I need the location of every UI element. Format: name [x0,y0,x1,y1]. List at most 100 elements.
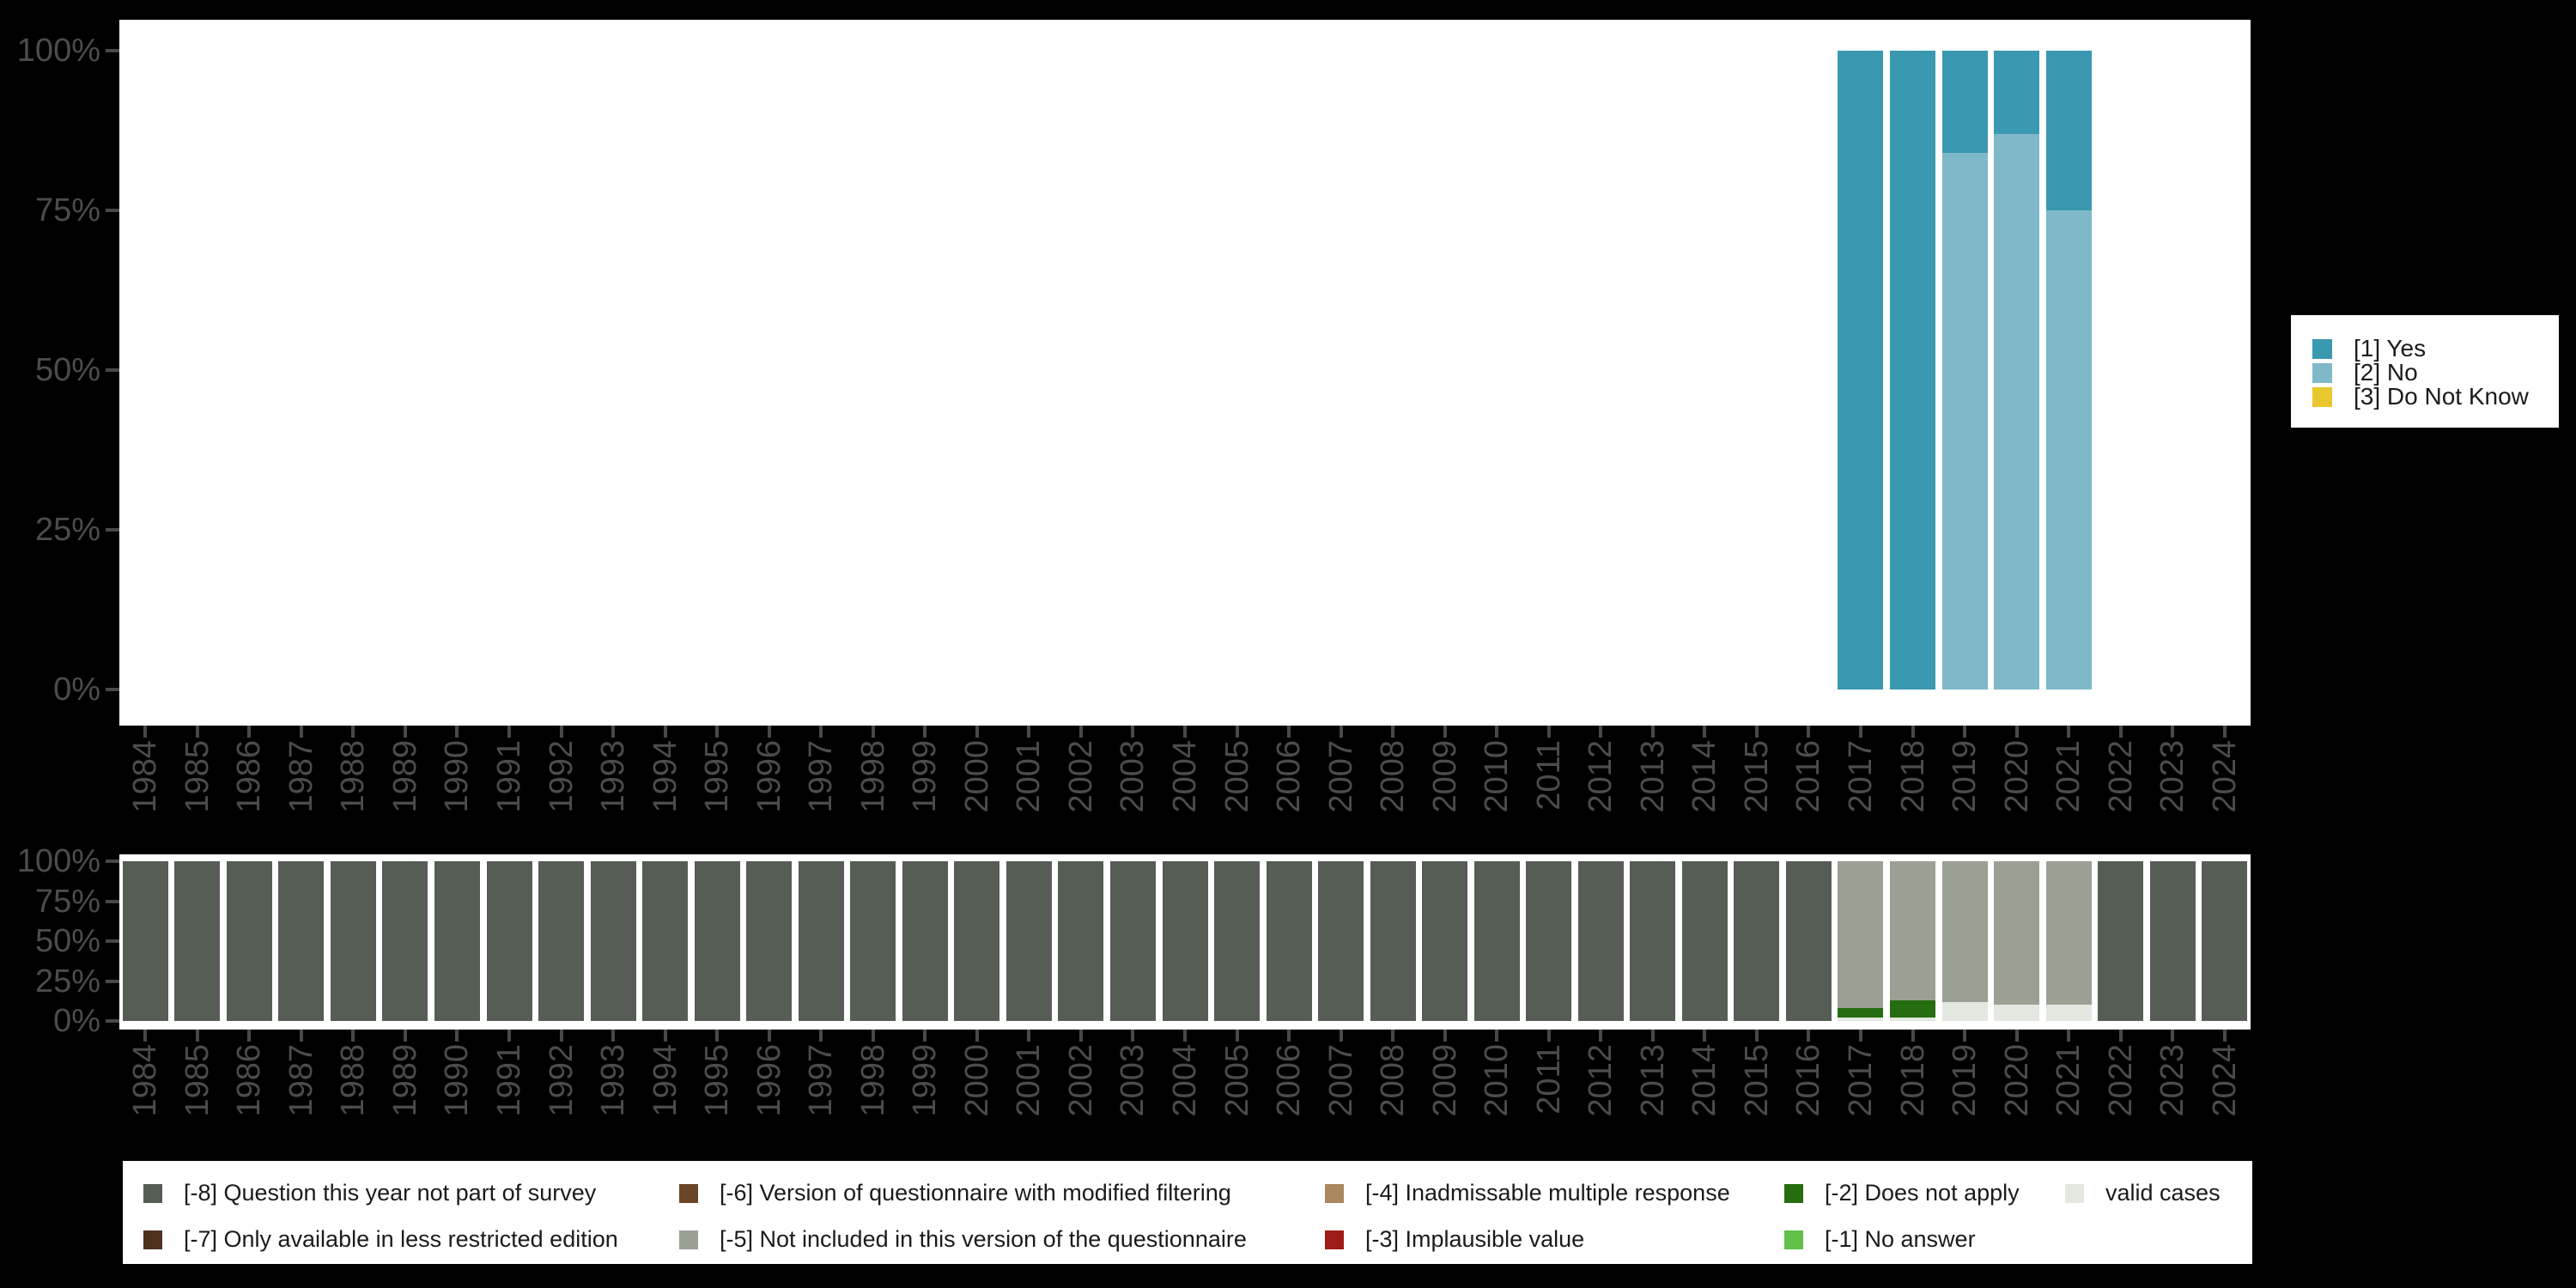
x-axis-tick [1235,726,1239,738]
x-axis-label: 2012 [1583,1044,1619,1117]
x-axis-tick [2118,1030,2123,1042]
legend-item: [-5] Not included in this version of the… [679,1228,1247,1251]
x-axis-tick [1911,1030,1915,1042]
x-axis-label: 2020 [1998,1044,2035,1117]
x-axis-label: 1988 [335,1044,372,1117]
x-axis-tick [2067,726,2071,738]
x-axis-tick [351,1030,355,1042]
x-axis-tick [1807,726,1811,738]
bar-segment [1681,861,1728,1021]
x-axis-label: 2007 [1322,1044,1359,1117]
bar-segment [694,861,740,1021]
legend-swatch [1325,1230,1344,1249]
x-axis-label: 1986 [231,740,268,813]
x-axis-label: 2016 [1790,740,1827,813]
x-axis-label: 1990 [439,740,476,813]
x-axis-tick [1546,1030,1551,1042]
x-axis-label: 2024 [2206,740,2243,813]
x-axis-tick [1546,726,1551,738]
x-axis-label: 2013 [1634,1044,1671,1117]
legend-item: [-2] Does not apply [1784,1182,2020,1205]
x-axis-label: 1988 [335,740,372,813]
bar-segment [902,861,948,1021]
legend-label: [-1] No answer [1825,1226,1976,1252]
x-axis-label: 1986 [231,1044,268,1117]
bar-segment [1890,51,1935,690]
x-axis-label: 2017 [1842,740,1879,813]
x-axis-label: 2018 [1894,1044,1931,1117]
y-axis-tick [106,939,119,943]
legend-item: [2] No [2312,361,2418,385]
bar-segment [1162,861,1208,1021]
y-axis-label: 0% [53,671,100,708]
x-axis-label: 2006 [1271,1044,1308,1117]
x-axis-label: 1985 [179,740,216,813]
x-axis-label: 2007 [1322,740,1359,813]
bar-segment [1630,861,1676,1021]
x-axis-label: 2024 [2206,1044,2243,1117]
x-axis-label: 1984 [127,1044,164,1117]
x-axis-tick [455,726,459,738]
x-axis-tick [247,726,252,738]
x-axis-tick [195,1030,199,1042]
legend-swatch [679,1183,698,1203]
x-axis-tick [1339,726,1343,738]
x-axis-label: 1991 [491,1044,528,1117]
x-axis-label: 2003 [1115,740,1151,813]
x-axis-label: 1992 [543,740,580,813]
y-axis-tick [106,1019,119,1023]
legend-swatch [1325,1183,1344,1203]
x-axis-label: 1989 [386,1044,423,1117]
x-axis-tick [351,726,355,738]
x-axis-tick [2222,726,2227,738]
x-axis-tick [975,1030,979,1042]
x-axis-tick [1703,1030,1707,1042]
x-axis-label: 2000 [958,740,995,813]
x-axis-tick [1650,1030,1655,1042]
legend-label: [-5] Not included in this version of the… [720,1226,1247,1252]
x-axis-label: 1995 [699,740,736,813]
legend-swatch [2065,1183,2084,1203]
x-axis-tick [767,1030,771,1042]
bar-segment [1994,861,2040,1005]
x-axis-label: 1999 [907,1044,944,1117]
legend-label: [-3] Implausible value [1365,1226,1585,1252]
bar-segment [1577,861,1624,1021]
bar-segment [434,861,480,1021]
x-axis-label: 2015 [1738,1044,1775,1117]
x-axis-label: 2002 [1062,1044,1099,1117]
y-axis-label: 100% [16,33,100,69]
legend-item: [-1] No answer [1784,1228,1976,1251]
x-axis-tick [715,726,720,738]
x-axis-label: 2002 [1062,740,1099,813]
x-axis-tick [1027,1030,1031,1042]
bar-segment [174,861,221,1021]
legend-item: [-8] Question this year not part of surv… [143,1182,596,1205]
y-axis-label: 50% [34,923,100,959]
y-axis-tick [106,899,119,903]
x-axis-label: 2017 [1842,1044,1879,1117]
x-axis-label: 2009 [1426,1044,1463,1117]
x-axis-tick [2067,1030,2071,1042]
bar-segment [2149,861,2196,1021]
x-axis-label: 1993 [595,740,632,813]
x-axis-tick [1391,1030,1395,1042]
x-axis-label: 2010 [1479,1044,1516,1117]
bar-segment [1734,861,1780,1021]
x-axis-label: 2004 [1167,740,1203,813]
y-axis-tick [106,688,119,691]
bar-segment [2098,861,2144,1021]
legend-swatch [1784,1183,1803,1203]
x-axis-tick [1703,726,1707,738]
x-axis-tick [1599,1030,1603,1042]
x-axis-label: 1994 [647,740,683,813]
x-axis-tick [1495,1030,1499,1042]
y-axis-tick [106,49,119,52]
x-axis-label: 1991 [491,740,528,813]
x-axis-label: 2001 [1011,1044,1048,1117]
x-axis-label: 2004 [1167,1044,1203,1117]
x-axis-label: 2009 [1426,740,1463,813]
x-axis-tick [1287,1030,1291,1042]
legend-item: [-4] Inadmissable multiple response [1325,1182,1730,1205]
